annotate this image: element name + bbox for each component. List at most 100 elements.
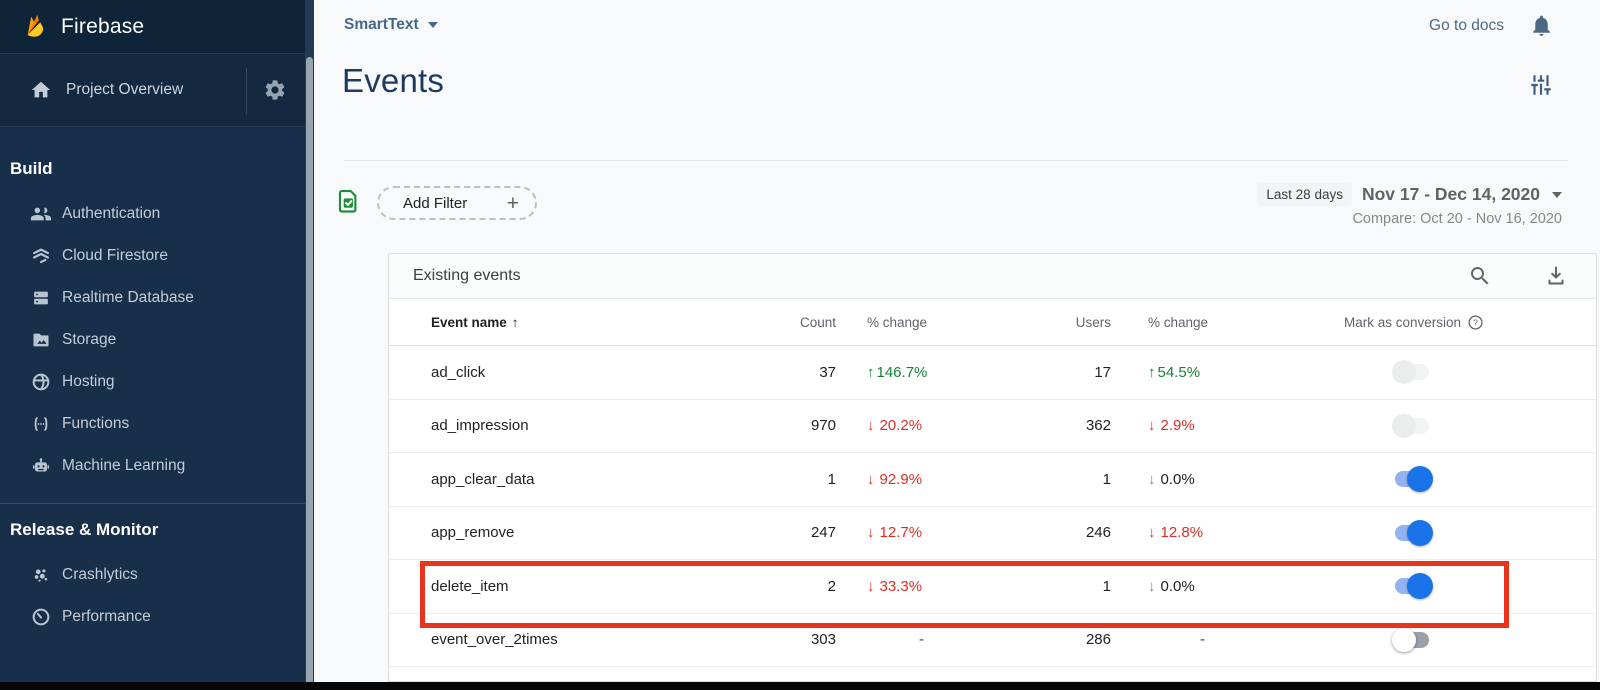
download-icon[interactable] [1544, 264, 1568, 288]
sidebar-item-crashlytics[interactable]: Crashlytics [0, 554, 305, 596]
column-count[interactable]: Count [799, 314, 836, 330]
add-filter-button[interactable]: Add Filter + [377, 186, 537, 220]
column-event-name[interactable]: Event name ↑ [431, 314, 519, 330]
globe-icon [29, 371, 53, 393]
count-change-cell: ↓ 20.2% [867, 417, 923, 435]
divider [0, 503, 305, 504]
date-range-picker[interactable]: Last 28 days Nov 17 - Dec 14, 2020 [1257, 183, 1562, 206]
count-change-cell: ↓ 33.3% [867, 577, 923, 595]
sidebar-scrollbar-thumb[interactable] [306, 57, 313, 690]
event-name-cell: delete_item [431, 577, 509, 595]
count-cell: 2 [827, 577, 836, 595]
users-cell: 246 [1085, 524, 1111, 542]
firebase-flame-icon [22, 13, 49, 40]
table-row[interactable]: ad_impression 970 ↓ 20.2% 362 ↓ 2.9% [389, 400, 1596, 453]
date-range-value: Nov 17 - Dec 14, 2020 [1361, 184, 1540, 204]
event-name-cell: app_remove [431, 524, 515, 542]
count-cell: 303 [810, 631, 836, 649]
nav-label: Authentication [62, 205, 161, 222]
sidebar-item-authentication[interactable]: Authentication [0, 193, 305, 235]
table-row[interactable]: ad_click 37 ↑ 146.7% 17 ↑ 54.5% [389, 346, 1596, 400]
table-row-delete-item[interactable]: delete_item 2 ↓ 33.3% 1 ↓ 0.0% [389, 560, 1596, 614]
sidebar-item-hosting[interactable]: Hosting [0, 361, 305, 403]
table-row[interactable]: app_clear_data 1 ↓ 92.9% 1 ↓ 0.0% [389, 453, 1596, 507]
project-selector[interactable]: SmartText [344, 16, 438, 34]
sidebar-item-cloud-firestore[interactable]: Cloud Firestore [0, 235, 305, 277]
conversion-toggle[interactable] [1395, 466, 1433, 493]
functions-brackets-icon [29, 413, 53, 435]
sort-ascending-icon: ↑ [511, 314, 519, 330]
customize-report-icon[interactable] [1528, 72, 1554, 98]
users-cell: 17 [1094, 363, 1111, 381]
table-row[interactable]: event_over_2times 303 - 286 - [389, 614, 1596, 667]
bell-icon[interactable] [1529, 13, 1554, 38]
count-change-cell: ↓ 12.7% [867, 524, 923, 542]
crashlytics-firefly-icon [29, 564, 53, 586]
range-chip: Last 28 days [1257, 183, 1352, 206]
divider [246, 68, 247, 114]
nav-label: Storage [62, 331, 117, 348]
table-header-row: Event name ↑ Count % change Users % chan… [389, 299, 1596, 346]
compare-range: Compare: Oct 20 - Nov 16, 2020 [1352, 211, 1562, 227]
sidebar-item-project-overview[interactable]: Project Overview [0, 53, 305, 127]
sidebar-item-performance[interactable]: Performance [0, 596, 305, 638]
column-pct-change[interactable]: % change [867, 314, 928, 330]
section-label-release-monitor: Release & Monitor [10, 520, 159, 539]
search-icon[interactable] [1468, 264, 1492, 288]
date-range-block: Last 28 days Nov 17 - Dec 14, 2020 Compa… [1257, 183, 1562, 227]
brand-name: Firebase [61, 14, 145, 38]
users-change-cell: ↑ 54.5% [1148, 363, 1201, 381]
go-to-docs-link[interactable]: Go to docs [1429, 17, 1504, 34]
table-row[interactable]: app_remove 247 ↓ 12.7% 246 ↓ 12.8% [389, 507, 1596, 560]
down-arrow-icon: ↓ [1148, 417, 1156, 435]
section-label-build: Build [10, 159, 53, 178]
down-arrow-icon: ↓ [867, 524, 875, 542]
down-arrow-icon: ↓ [867, 577, 875, 595]
users-cell: 286 [1085, 631, 1111, 649]
nav-label: Performance [62, 608, 151, 625]
card-title: Existing events [413, 267, 521, 284]
help-icon[interactable]: ? [1467, 314, 1484, 331]
users-change-cell: - [1200, 631, 1205, 649]
add-filter-label: Add Filter [403, 194, 468, 212]
count-cell: 970 [810, 417, 836, 435]
users-cell: 362 [1085, 417, 1111, 435]
column-pct-change-users[interactable]: % change [1148, 314, 1209, 330]
users-cell: 1 [1102, 470, 1111, 488]
firebase-logo-row[interactable]: Firebase [0, 0, 305, 53]
sidebar-item-functions[interactable]: Functions [0, 403, 305, 445]
gear-icon[interactable] [263, 78, 287, 102]
conversion-toggle[interactable] [1395, 573, 1433, 600]
users-cell: 1 [1102, 577, 1111, 595]
database-icon [29, 287, 53, 309]
conversion-toggle[interactable] [1392, 360, 1429, 385]
count-change-cell: - [919, 631, 924, 649]
sidebar-item-storage[interactable]: Storage [0, 319, 305, 361]
card-header: Existing events [389, 254, 1596, 299]
folder-image-icon [29, 329, 53, 351]
sidebar-item-machine-learning[interactable]: Machine Learning [0, 445, 305, 487]
column-mark-as-conversion: Mark as conversion ? [1238, 314, 1590, 331]
down-arrow-icon: ↓ [867, 417, 875, 435]
nav-label: Cloud Firestore [62, 247, 168, 264]
conversion-toggle[interactable] [1392, 413, 1429, 438]
event-name-cell: event_over_2times [431, 631, 558, 649]
window-bottom-edge [0, 682, 1600, 690]
plus-icon: + [506, 191, 519, 215]
event-name-cell: app_clear_data [431, 470, 535, 488]
event-name-cell: ad_click [431, 363, 486, 381]
people-icon [29, 203, 53, 225]
conversion-toggle[interactable] [1395, 519, 1433, 546]
nav-label: Hosting [62, 373, 115, 390]
column-users[interactable]: Users [1075, 314, 1111, 330]
event-name-cell: ad_impression [431, 417, 529, 435]
sidebar-item-realtime-database[interactable]: Realtime Database [0, 277, 305, 319]
nav-label: Crashlytics [62, 566, 138, 583]
conversion-toggle[interactable] [1392, 627, 1429, 652]
count-cell: 1 [827, 470, 836, 488]
users-change-cell: ↓ 0.0% [1148, 470, 1195, 488]
count-change-cell: ↑ 146.7% [867, 363, 928, 381]
count-change-cell: ↓ 92.9% [867, 470, 923, 488]
svg-text:?: ? [1473, 317, 1478, 327]
home-icon [30, 79, 52, 101]
